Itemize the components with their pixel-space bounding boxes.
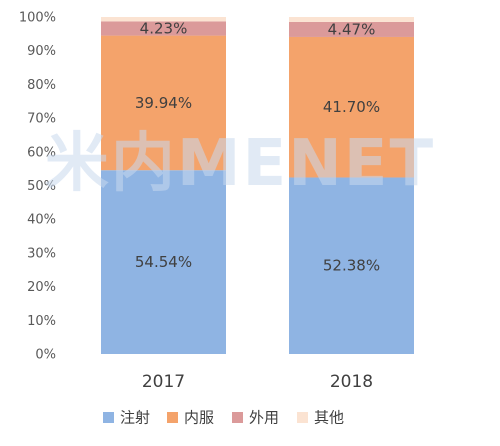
legend-item: 内服	[167, 409, 214, 427]
y-tick-label: 100%	[19, 11, 56, 26]
data-labels: 54.54% 39.94% 4.23% 52.38% 41.70% 4.47%	[135, 19, 380, 274]
bar-segment	[289, 17, 414, 22]
data-label: 54.54%	[135, 253, 192, 271]
watermark: 米内MENET	[45, 127, 435, 201]
legend-label: 其他	[314, 409, 344, 427]
bars	[101, 17, 414, 354]
legend-swatch	[103, 412, 114, 423]
x-category-label: 2017	[142, 372, 185, 392]
data-label: 41.70%	[323, 98, 380, 116]
x-category-label: 2018	[330, 372, 373, 392]
y-tick-label: 50%	[27, 179, 56, 194]
data-label: 4.47%	[328, 20, 376, 38]
data-label: 52.38%	[323, 257, 380, 275]
y-tick-label: 20%	[27, 280, 56, 295]
legend-swatch	[232, 412, 243, 423]
y-tick-label: 40%	[27, 213, 56, 228]
y-tick-label: 30%	[27, 246, 56, 261]
data-label: 4.23%	[140, 19, 188, 37]
y-tick-label: 90%	[27, 44, 56, 59]
legend-label: 外用	[249, 409, 279, 427]
y-tick-label: 60%	[27, 145, 56, 160]
y-tick-label: 0%	[35, 348, 56, 363]
bar-segment	[289, 177, 414, 354]
bar-segment	[289, 36, 414, 178]
data-label: 39.94%	[135, 94, 192, 112]
legend-item: 外用	[232, 409, 279, 427]
legend-item: 其他	[297, 409, 344, 427]
legend-item: 注射	[103, 409, 150, 427]
watermark-text: 米内MENET	[45, 127, 435, 201]
y-tick-label: 10%	[27, 314, 56, 329]
y-axis: 0% 10% 20% 30% 40% 50% 60% 70% 80% 90% 100%	[19, 11, 56, 363]
y-tick-label: 70%	[27, 112, 56, 127]
x-axis: 2017 2018	[142, 372, 373, 392]
y-tick-label: 80%	[27, 78, 56, 93]
bar-segment	[101, 35, 226, 171]
bar-segment	[101, 170, 226, 354]
legend: 注射 内服 外用 其他	[103, 409, 344, 427]
legend-swatch	[167, 412, 178, 423]
bar-segment	[289, 21, 414, 37]
legend-swatch	[297, 412, 308, 423]
bar-segment	[101, 21, 226, 36]
bar-segment	[101, 17, 226, 22]
legend-label: 内服	[184, 409, 214, 427]
legend-label: 注射	[120, 409, 150, 427]
